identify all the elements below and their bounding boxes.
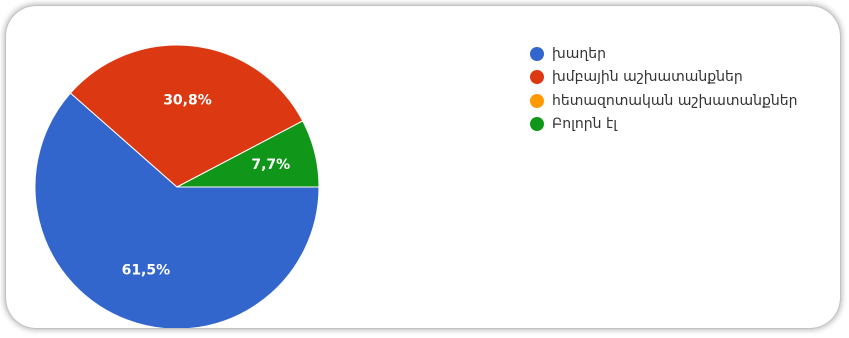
pie-slice-games[interactable] xyxy=(34,92,320,328)
legend-label-group-work: խմբային աշխատանքներ xyxy=(552,69,743,86)
legend: խաղեր խմբային աշխատանքներ հետազոտական աշ… xyxy=(530,42,798,136)
legend-label-games: խաղեր xyxy=(552,45,606,62)
legend-item-all-of-them[interactable]: Բոլորն էլ xyxy=(530,113,798,137)
legend-swatch-research-work xyxy=(530,93,544,108)
legend-item-research-work[interactable]: հետազոտական աշխատանքներ xyxy=(530,89,798,113)
slice-label-group-work: 30,8% xyxy=(163,93,212,109)
legend-swatch-group-work xyxy=(530,70,544,85)
pie-slice-group-work[interactable] xyxy=(69,44,304,188)
slice-label-all-of-them: 7,7% xyxy=(251,157,290,173)
legend-label-research-work: հետազոտական աշխատանքներ xyxy=(552,92,798,109)
chart-card: 61,5% 30,8% 7,7% խաղեր խմբային աշխատանքներ… xyxy=(6,6,840,328)
legend-item-group-work[interactable]: խմբային աշխատանքներ xyxy=(530,66,798,90)
legend-label-all-of-them: Բոլորն էլ xyxy=(552,116,617,133)
legend-item-games[interactable]: խաղեր xyxy=(530,42,798,66)
pie-slice-all-of-them[interactable] xyxy=(176,120,320,188)
pie-chart: 61,5% 30,8% 7,7% xyxy=(34,44,320,328)
legend-swatch-games xyxy=(530,46,544,61)
slice-label-games: 61,5% xyxy=(122,262,171,278)
legend-swatch-all-of-them xyxy=(530,117,544,132)
